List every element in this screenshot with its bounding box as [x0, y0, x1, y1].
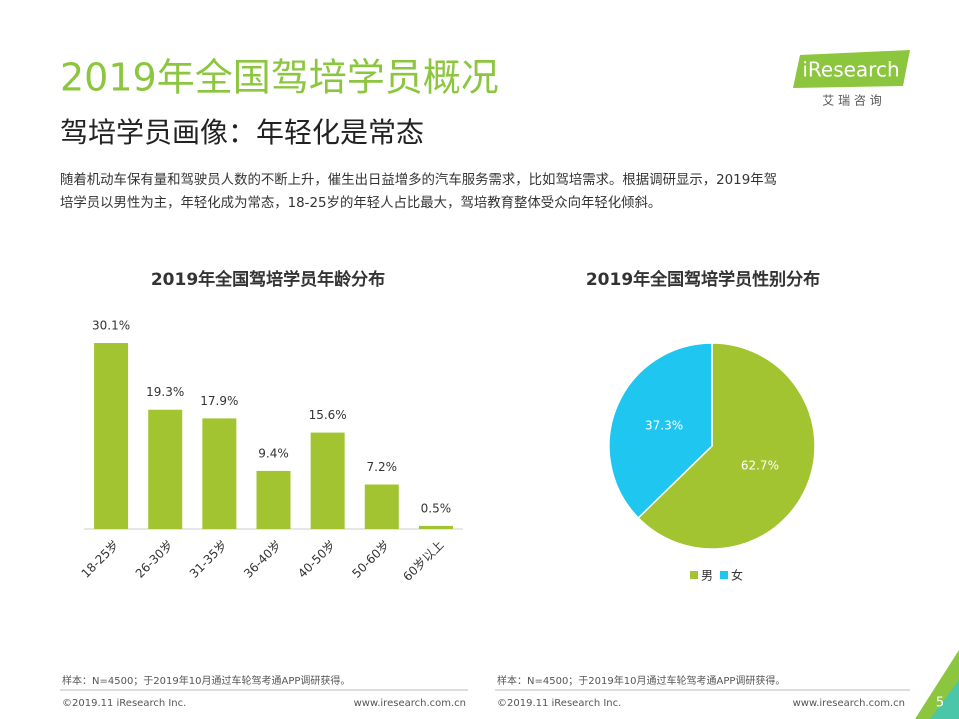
chart-title: 2019年全国驾培学员性别分布 — [586, 269, 820, 290]
body-text: 培学员以男性为主，年轻化成为常态，18-25岁的年轻人占比最大，驾培教育整体受众… — [60, 195, 661, 211]
bar — [94, 343, 129, 529]
data-label: 9.4% — [258, 446, 289, 460]
data-label: 19.3% — [146, 385, 184, 399]
footer-note: 样本：N=4500；于2019年10月通过车轮驾考通APP调研获得。 — [62, 674, 350, 687]
data-label: 17.9% — [200, 394, 238, 408]
chart-title: 2019年全国驾培学员年龄分布 — [151, 269, 385, 290]
bar — [256, 470, 291, 529]
legend-label: 女 — [731, 568, 743, 583]
copyright: ©2019.11 iResearch Inc. — [62, 698, 186, 709]
title: 2019年全国驾培学员概况 — [60, 56, 499, 100]
bar — [310, 432, 345, 529]
x-tick-label: 50-60岁 — [349, 537, 393, 581]
data-label: 0.5% — [421, 501, 452, 515]
x-tick-label: 40-50岁 — [294, 537, 338, 581]
bar — [418, 525, 453, 529]
data-label: 62.7% — [741, 459, 779, 473]
x-tick-label: 26-30岁 — [132, 537, 176, 581]
body-text: 随着机动车保有量和驾驶员人数的不断上升，催生出日益增多的汽车服务需求，比如驾培需… — [60, 171, 777, 188]
corner-decor — [930, 680, 959, 719]
bar — [364, 484, 399, 529]
logo-name: iResearch — [802, 58, 899, 82]
x-tick-label: 18-25岁 — [78, 537, 122, 581]
copyright: ©2019.11 iResearch Inc. — [497, 698, 621, 709]
footer-note: 样本：N=4500；于2019年10月通过车轮驾考通APP调研获得。 — [497, 674, 785, 687]
pie-slice — [637, 342, 816, 550]
x-tick-label: 36-40岁 — [240, 537, 284, 581]
legend-label: 男 — [701, 569, 713, 583]
bar — [148, 409, 183, 529]
data-label: 30.1% — [92, 319, 130, 333]
subtitle: 驾培学员画像：年轻化是常态 — [60, 116, 424, 149]
data-label: 7.2% — [367, 460, 398, 474]
data-label: 15.6% — [309, 408, 347, 422]
x-tick-label: 31-35岁 — [186, 537, 230, 581]
footer-url: www.iresearch.com.cn — [354, 698, 466, 709]
bar — [202, 418, 237, 529]
logo-badge — [793, 50, 910, 88]
legend-swatch — [720, 571, 728, 579]
legend-swatch — [690, 571, 698, 579]
data-label: 37.3% — [645, 418, 683, 432]
page-number: 5 — [936, 696, 944, 711]
footer-url: www.iresearch.com.cn — [793, 698, 905, 709]
logo-chinese: 艾 瑞 咨 询 — [822, 93, 881, 108]
x-tick-label: 60岁以上 — [400, 537, 447, 584]
pie-slice — [608, 342, 713, 519]
